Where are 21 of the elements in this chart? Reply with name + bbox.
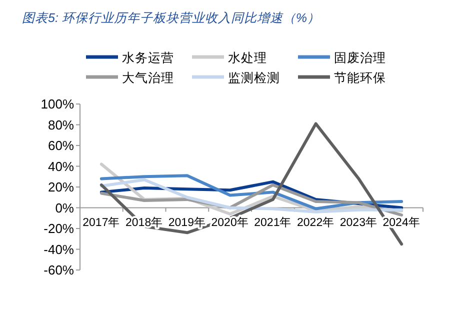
y-tick-label: -40% [44,242,74,257]
x-tick-label: 2019年 [168,216,206,229]
legend-label: 监测检测 [228,71,280,85]
y-tick-label: -60% [44,262,74,278]
legend-label: 水务运营 [122,51,174,65]
legend-label: 水处理 [228,51,267,65]
chart-title: 图表5: 环保行业历年子板块营业收入同比增速（%） [22,11,320,25]
y-tick-label: -20% [44,221,74,236]
y-tick-label: 40% [48,158,74,174]
legend-label: 固废治理 [334,51,386,65]
y-tick-label: 80% [48,117,74,132]
x-tick-label: 2017年 [82,216,120,229]
y-tick-label: 0% [55,200,74,216]
x-tick-label: 2021年 [254,216,292,229]
x-tick-label: 2022年 [297,216,335,229]
y-tick-label: 60% [48,138,74,153]
legend-label: 大气治理 [122,71,174,85]
legend-label: 节能环保 [334,71,386,85]
y-tick-label: 100% [40,96,74,112]
y-tick-label: 20% [48,180,74,194]
x-tick-label: 2023年 [340,216,378,229]
